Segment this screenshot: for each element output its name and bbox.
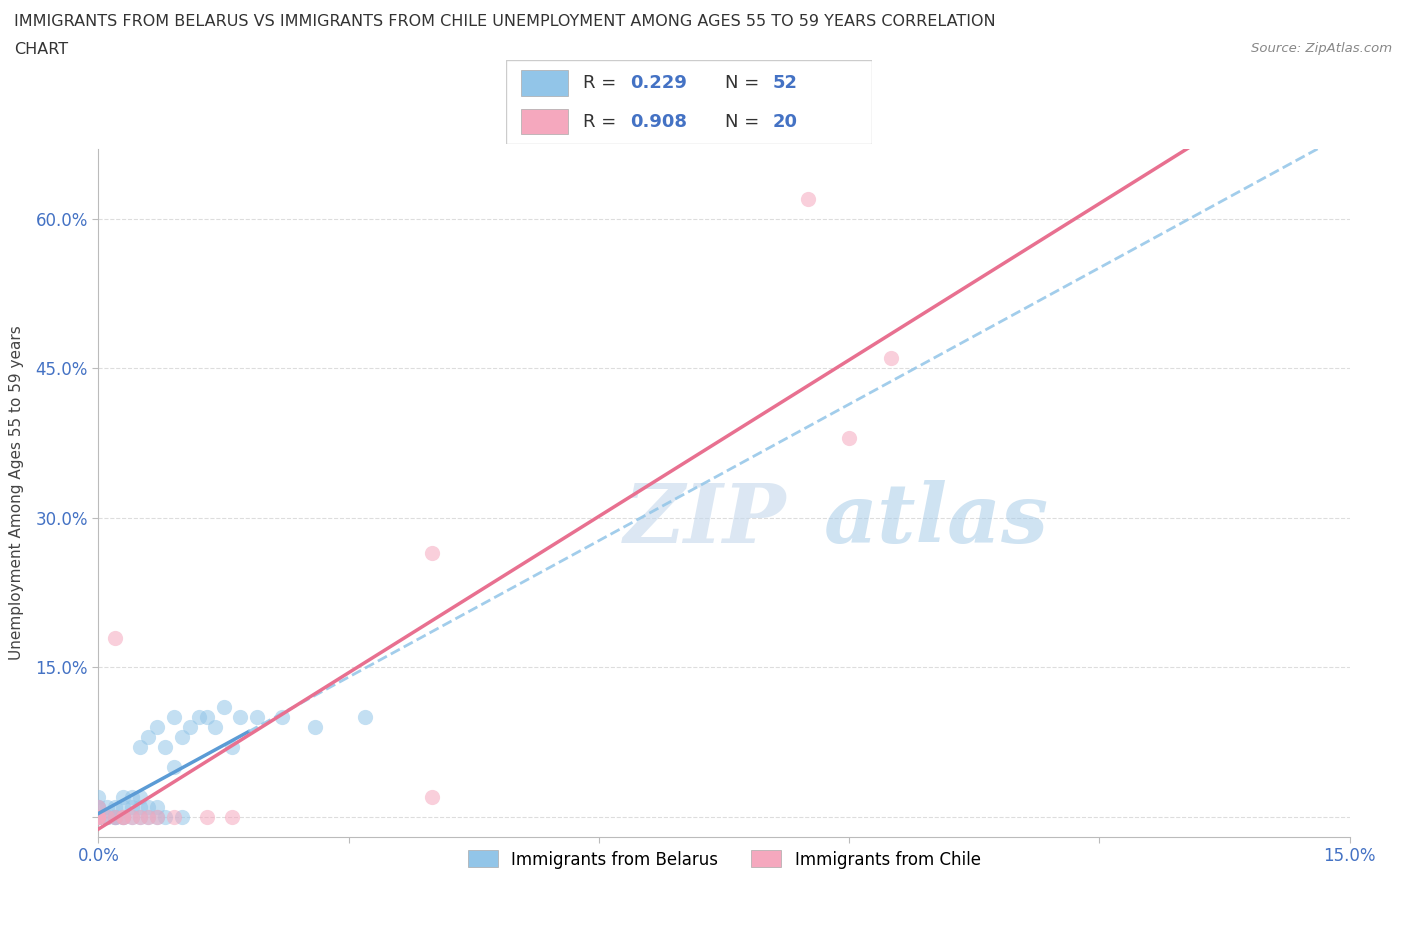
Point: [87, 810, 110, 825]
Point: [104, 810, 127, 825]
Point: [195, 810, 218, 825]
Point: [153, 739, 176, 754]
Point: [420, 790, 443, 804]
Point: [121, 810, 143, 825]
Point: [87, 810, 110, 825]
Point: [87, 810, 110, 825]
Text: ZIP: ZIP: [624, 481, 786, 561]
Point: [87, 810, 110, 825]
Point: [170, 810, 193, 825]
Point: [246, 710, 269, 724]
Point: [87, 800, 110, 815]
Point: [87, 790, 110, 804]
Point: [146, 810, 169, 825]
Point: [195, 710, 218, 724]
Point: [162, 810, 184, 825]
Point: [129, 739, 152, 754]
Point: [129, 790, 152, 804]
Point: [162, 710, 184, 724]
Point: [354, 710, 377, 724]
Point: [146, 720, 169, 735]
Point: [187, 710, 209, 724]
Point: [112, 800, 135, 815]
Point: [112, 790, 135, 804]
Point: [96, 810, 118, 825]
Point: [170, 730, 193, 745]
Text: IMMIGRANTS FROM BELARUS VS IMMIGRANTS FROM CHILE UNEMPLOYMENT AMONG AGES 55 TO 5: IMMIGRANTS FROM BELARUS VS IMMIGRANTS FR…: [14, 14, 995, 29]
Point: [104, 800, 127, 815]
Point: [880, 351, 903, 365]
Point: [87, 800, 110, 815]
Point: [304, 720, 326, 735]
Point: [104, 810, 127, 825]
Y-axis label: Unemployment Among Ages 55 to 59 years: Unemployment Among Ages 55 to 59 years: [10, 326, 24, 660]
Point: [221, 739, 243, 754]
Text: 0.908: 0.908: [630, 113, 688, 130]
Point: [87, 810, 110, 825]
Point: [96, 800, 118, 815]
Point: [129, 810, 152, 825]
Text: R =: R =: [583, 113, 621, 130]
Text: R =: R =: [583, 74, 621, 92]
Point: [104, 631, 127, 645]
Point: [153, 810, 176, 825]
Point: [162, 760, 184, 775]
Text: 20: 20: [773, 113, 799, 130]
Point: [204, 720, 226, 735]
Text: 52: 52: [773, 74, 799, 92]
Point: [87, 810, 110, 825]
Point: [179, 720, 201, 735]
Text: 0.229: 0.229: [630, 74, 688, 92]
Point: [87, 810, 110, 825]
Point: [129, 810, 152, 825]
FancyBboxPatch shape: [520, 109, 568, 134]
Point: [87, 800, 110, 815]
Point: [129, 800, 152, 815]
Text: N =: N =: [725, 74, 765, 92]
Text: N =: N =: [725, 113, 765, 130]
Point: [104, 810, 127, 825]
Point: [212, 700, 235, 715]
Point: [121, 810, 143, 825]
Point: [121, 790, 143, 804]
Text: atlas: atlas: [824, 481, 1049, 561]
Point: [112, 810, 135, 825]
Point: [121, 800, 143, 815]
Point: [96, 810, 118, 825]
Point: [104, 810, 127, 825]
Point: [138, 810, 160, 825]
Text: CHART: CHART: [14, 42, 67, 57]
Point: [87, 810, 110, 825]
FancyBboxPatch shape: [506, 60, 872, 144]
Point: [87, 810, 110, 825]
Point: [112, 810, 135, 825]
Point: [146, 800, 169, 815]
FancyBboxPatch shape: [520, 71, 568, 96]
Point: [229, 710, 252, 724]
Point: [221, 810, 243, 825]
Point: [146, 810, 169, 825]
Point: [96, 810, 118, 825]
Point: [138, 800, 160, 815]
Legend: Immigrants from Belarus, Immigrants from Chile: Immigrants from Belarus, Immigrants from…: [460, 842, 988, 877]
Point: [87, 810, 110, 825]
Point: [271, 710, 294, 724]
Point: [420, 545, 443, 560]
Point: [112, 810, 135, 825]
Point: [838, 431, 860, 445]
Point: [87, 810, 110, 825]
Point: [112, 810, 135, 825]
Point: [138, 730, 160, 745]
Point: [138, 810, 160, 825]
Text: Source: ZipAtlas.com: Source: ZipAtlas.com: [1251, 42, 1392, 55]
Point: [87, 810, 110, 825]
Point: [796, 192, 818, 206]
